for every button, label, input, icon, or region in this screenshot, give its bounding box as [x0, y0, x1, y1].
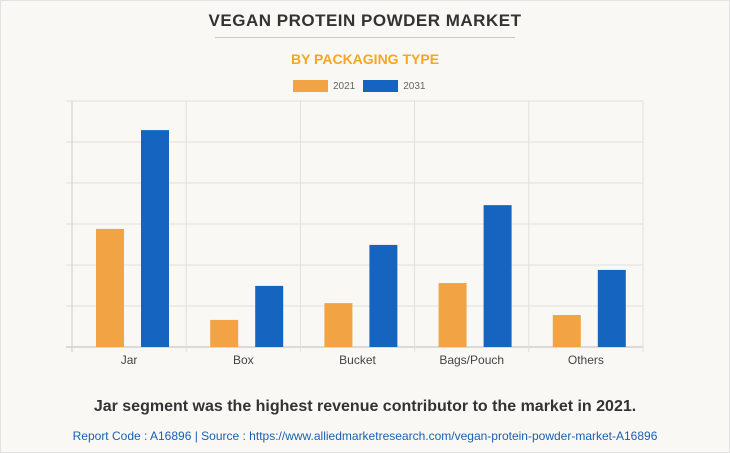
legend-swatch-2031	[363, 80, 399, 92]
chart-title: VEGAN PROTEIN POWDER MARKET	[208, 11, 522, 30]
bar-2031-jar	[141, 130, 169, 347]
legend-label-2021: 2021	[333, 80, 356, 92]
legend-swatch-2021	[293, 80, 328, 92]
bar-2031-box	[255, 285, 284, 347]
insight-text: Jar segment was the highest revenue cont…	[93, 398, 637, 415]
x-tick-label: Box	[233, 353, 254, 367]
bar-2021-bucket	[324, 303, 353, 347]
bar-2021-others	[552, 315, 581, 347]
source-link[interactable]: Report Code : A16896 | Source : https://…	[72, 429, 658, 443]
bar-2021-box	[210, 319, 239, 347]
bar-2021-bagspouch	[438, 283, 467, 347]
x-tick-label: Bucket	[339, 353, 376, 367]
bar-2031-bagspouch	[483, 205, 512, 347]
legend: 2021 2031	[293, 80, 434, 92]
bar-2031-others	[597, 269, 626, 347]
bar-2031-bucket	[369, 244, 398, 347]
x-tick-label: Bags/Pouch	[439, 353, 504, 367]
bar-2021-jar	[96, 228, 124, 347]
legend-label-2031: 2031	[403, 80, 426, 92]
x-tick-label: Jar	[121, 353, 138, 367]
chart-subtitle: BY PACKAGING TYPE	[290, 51, 440, 67]
title-divider	[215, 37, 515, 38]
x-tick-label: Others	[568, 353, 604, 367]
